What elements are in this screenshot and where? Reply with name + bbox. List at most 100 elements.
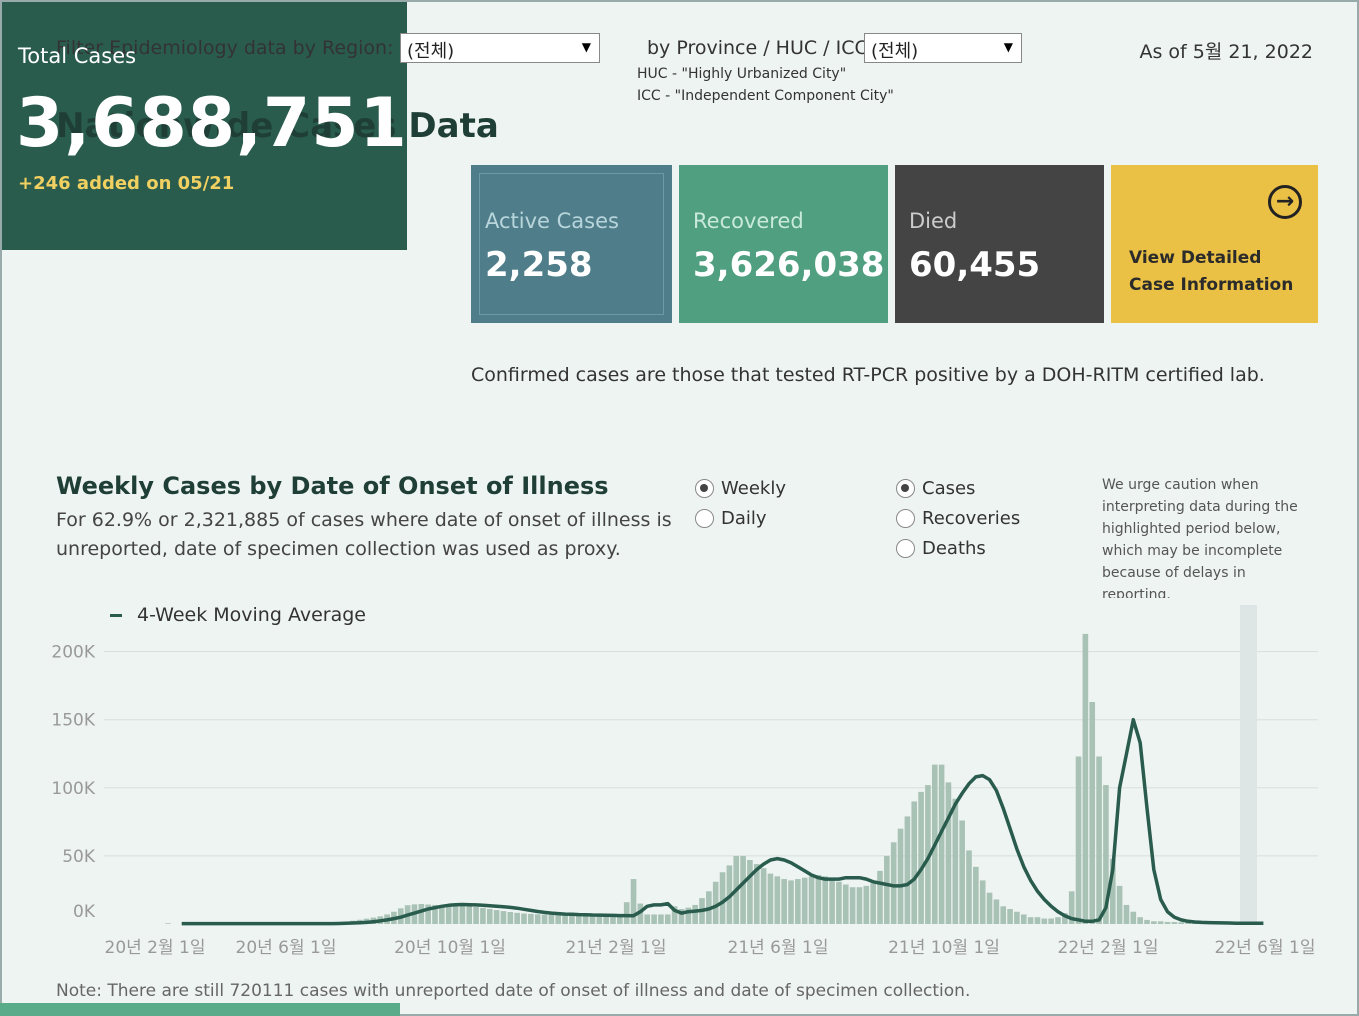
weekly-case-bar — [637, 903, 644, 924]
weekly-case-bar — [870, 883, 876, 924]
region-select-value: (전체) — [407, 41, 455, 62]
weekly-case-bar — [1103, 785, 1109, 924]
active-cases-label: Active Cases — [485, 209, 619, 233]
weekly-case-bar — [575, 915, 582, 924]
weekly-case-bar — [500, 911, 507, 924]
x-tick-label: 21년 10월 1일 — [888, 938, 1000, 958]
died-value: 60,455 — [909, 245, 1041, 285]
weekly-case-bar — [1000, 906, 1007, 924]
weekly-case-bar — [589, 915, 596, 924]
radio-recoveries[interactable]: Recoveries — [896, 508, 1020, 529]
weekly-case-bar — [1027, 917, 1034, 924]
weekly-case-bar — [514, 912, 520, 924]
radio-daily-label: Daily — [721, 508, 767, 529]
weekly-case-bar — [630, 879, 637, 924]
weekly-case-bar — [925, 785, 931, 924]
province-select-value: (전체) — [871, 41, 919, 62]
weekly-case-bar — [1130, 911, 1137, 924]
weekly-case-bar — [507, 912, 514, 924]
weekly-case-bar — [692, 904, 698, 924]
weekly-case-bar — [1075, 756, 1082, 924]
weekly-case-bar — [863, 885, 870, 924]
weekly-case-bar — [418, 903, 425, 924]
weekly-case-bar — [439, 905, 445, 924]
radio-selected-icon — [695, 479, 714, 498]
x-tick-label: 21년 6월 1일 — [728, 938, 829, 958]
total-cases-label: Total Cases — [18, 44, 137, 68]
weekly-case-bar — [884, 855, 890, 924]
total-cases-card: Total Cases 3,688,751 +246 added on 05/2… — [0, 0, 407, 1016]
radio-weekly-label: Weekly — [721, 478, 786, 499]
province-select[interactable]: (전체) ▼ — [864, 33, 1022, 63]
weekly-case-bar — [849, 887, 856, 924]
weekly-case-bar — [480, 907, 486, 924]
province-filter-label: by Province / HUC / ICC: — [647, 37, 875, 59]
view-detailed-button[interactable]: → View Detailed Case Information — [1111, 165, 1318, 323]
page-title: Nationwide Cases Data — [56, 106, 499, 146]
chart-subtitle: For 62.9% or 2,321,885 of cases where da… — [56, 509, 672, 560]
weekly-case-bar — [493, 910, 500, 924]
radio-daily[interactable]: Daily — [695, 508, 767, 529]
weekly-case-bar — [678, 909, 685, 924]
weekly-case-bar — [911, 801, 918, 924]
total-cases-added: +246 added on 05/21 — [18, 173, 235, 194]
chart-title: Weekly Cases by Date of Onset of Illness — [56, 472, 609, 500]
radio-deaths[interactable]: Deaths — [896, 538, 986, 559]
weekly-case-bar — [1062, 913, 1068, 924]
weekly-case-bar — [541, 914, 548, 924]
died-label: Died — [909, 209, 958, 233]
recovered-card: Recovered 3,626,038 — [679, 165, 888, 323]
y-tick-label: 100K — [51, 779, 95, 799]
weekly-case-bar — [1123, 904, 1130, 924]
weekly-case-bar — [459, 905, 466, 924]
region-select[interactable]: (전체) ▼ — [400, 33, 600, 63]
recovered-label: Recovered — [693, 209, 804, 233]
weekly-case-bar — [740, 855, 746, 924]
weekly-case-bar — [1020, 914, 1027, 924]
weekly-case-bar — [432, 904, 438, 924]
icc-note: ICC - "Independent Component City" — [637, 88, 894, 104]
weekly-case-bar — [1041, 918, 1048, 924]
x-tick-label: 21년 2월 1일 — [566, 938, 667, 958]
weekly-case-bar — [617, 915, 623, 924]
weekly-case-bar — [815, 874, 822, 924]
weekly-case-bar — [555, 914, 562, 924]
active-cases-value: 2,258 — [485, 245, 593, 285]
weekly-case-bar — [801, 877, 808, 924]
weekly-case-bar — [945, 782, 952, 924]
weekly-case-bar — [582, 915, 589, 924]
weekly-case-bar — [712, 881, 719, 924]
weekly-case-bar — [760, 868, 767, 924]
radio-selected-icon — [896, 479, 915, 498]
weekly-case-bar — [753, 864, 760, 924]
footnote: Note: There are still 720111 cases with … — [56, 981, 971, 1001]
radio-unselected-icon — [695, 509, 714, 528]
weekly-case-bar — [973, 866, 979, 924]
weekly-case-bar — [1144, 919, 1150, 924]
radio-cases[interactable]: Cases — [896, 478, 975, 499]
weekly-case-bar — [856, 887, 863, 924]
radio-deaths-label: Deaths — [922, 538, 986, 559]
weekly-case-bar — [1109, 858, 1116, 924]
dropdown-arrow-icon: ▼ — [1003, 40, 1013, 54]
weekly-case-bar — [890, 842, 897, 924]
weekly-case-bar — [719, 872, 726, 924]
weekly-case-bar — [685, 907, 692, 924]
weekly-case-bar — [569, 915, 575, 924]
weekly-case-bar — [603, 915, 609, 924]
weekly-case-bar — [445, 905, 452, 924]
weekly-case-bar — [1007, 909, 1013, 924]
radio-weekly[interactable]: Weekly — [695, 478, 786, 499]
y-tick-label: 50K — [62, 847, 96, 867]
radio-cases-label: Cases — [922, 478, 976, 499]
weekly-case-bar — [1034, 917, 1041, 924]
weekly-case-bar — [651, 914, 657, 924]
reporting-delay-band — [1240, 605, 1257, 924]
y-tick-label: 200K — [51, 643, 95, 663]
x-tick-label: 22년 6월 1일 — [1215, 938, 1316, 958]
weekly-case-bar — [781, 879, 787, 924]
view-detailed-line2: Case Information — [1129, 275, 1294, 295]
weekly-case-bar — [836, 881, 842, 924]
weekly-case-bar — [486, 909, 493, 924]
